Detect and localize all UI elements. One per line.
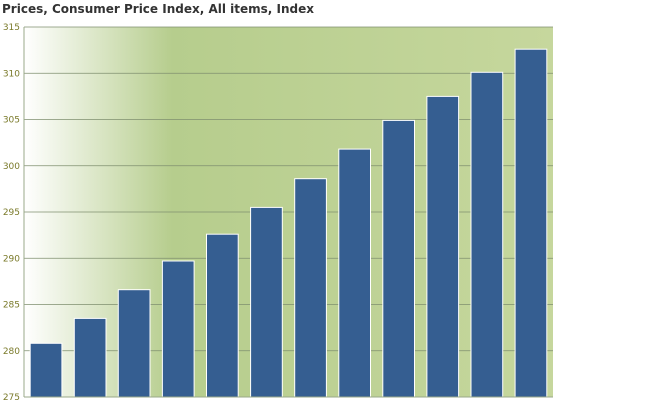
bar xyxy=(117,289,151,398)
bar xyxy=(426,95,460,398)
y-tick-label: 290 xyxy=(3,254,20,264)
y-tick-label: 315 xyxy=(3,23,20,33)
y-tick-label: 310 xyxy=(3,69,20,79)
y-tick-label: 275 xyxy=(3,393,20,400)
y-tick-label: 305 xyxy=(3,116,20,126)
bar xyxy=(514,48,548,398)
y-tick-label: 300 xyxy=(3,162,20,172)
bar xyxy=(206,233,239,398)
bar xyxy=(470,71,504,398)
bar xyxy=(294,178,327,398)
chart-title: Prices, Consumer Price Index, All items,… xyxy=(2,2,314,16)
gridlines xyxy=(24,26,553,352)
bar xyxy=(73,317,107,398)
bar xyxy=(161,260,195,398)
y-axis-tick-labels: 275 280 285 290 295 300 305 310 315 xyxy=(3,23,20,400)
y-tick-label: 295 xyxy=(3,208,20,218)
bar xyxy=(250,206,283,398)
bar xyxy=(382,119,415,398)
bars xyxy=(29,48,548,398)
y-tick-label: 285 xyxy=(3,301,20,311)
bar xyxy=(338,148,371,398)
y-tick-label: 280 xyxy=(3,347,20,357)
bar xyxy=(29,342,63,398)
